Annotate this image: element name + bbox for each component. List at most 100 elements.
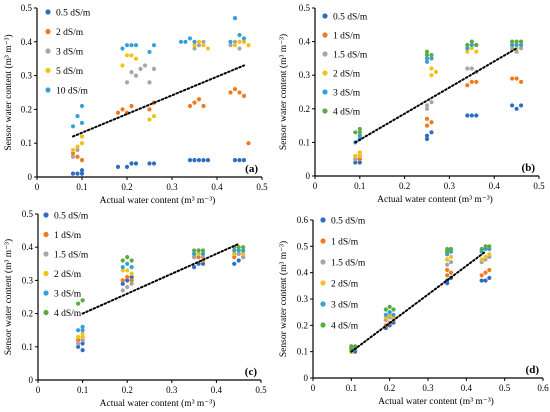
legend-marker: [43, 251, 49, 257]
data-point: [429, 73, 434, 78]
legend: 0.5 dS/m 1 dS/m 1.5 dS/m 2 dS/m 3 dS/m 4 dS/m: [320, 217, 366, 332]
data-point: [76, 344, 81, 349]
data-point: [200, 248, 206, 253]
data-point: [129, 161, 134, 166]
data-point: [201, 158, 206, 163]
data-point: [133, 73, 139, 78]
data-point: [187, 36, 193, 41]
chart-panel-a: 0 0.1 0.2 0.3 0.4 0.5 0 0.1 0.2 0.3 0.4 0.5 Actual w…: [3, 3, 268, 206]
y-tick-label: 0.1: [22, 342, 33, 352]
data-point: [79, 171, 85, 176]
data-point: [129, 278, 134, 283]
y-tick-label: 0.5: [297, 241, 309, 251]
y-tick-label: 0.4: [21, 37, 33, 47]
y-axis-label: Sensor water content (m³ m⁻³): [278, 34, 289, 150]
data-point: [469, 42, 474, 48]
data-point: [474, 79, 479, 85]
data-point: [487, 252, 492, 257]
data-point: [353, 130, 358, 135]
data-point: [479, 273, 484, 278]
data-point: [237, 90, 242, 95]
data-point: [510, 46, 515, 51]
data-point: [448, 270, 454, 275]
data-point: [518, 79, 524, 85]
data-point: [115, 164, 121, 169]
data-point: [357, 153, 362, 158]
data-point: [115, 110, 121, 115]
legend-label: 0.5 dS/m: [54, 212, 89, 222]
y-tick-label: 0.5: [299, 3, 311, 13]
data-point: [147, 49, 152, 55]
series-1: [349, 275, 492, 354]
legend-marker: [320, 259, 326, 265]
data-point: [70, 154, 76, 159]
legend-label: 1 dS/m: [54, 231, 82, 241]
x-tick-label: 0.1: [76, 182, 87, 192]
data-point: [129, 281, 134, 286]
data-point: [479, 246, 484, 252]
data-point: [514, 42, 519, 48]
data-point: [241, 158, 247, 163]
series-6: [76, 245, 246, 306]
data-point: [232, 261, 237, 266]
data-point: [433, 69, 439, 74]
series-5: [76, 248, 246, 333]
data-point: [232, 43, 238, 48]
y-tick-label: 0.1: [21, 138, 32, 148]
x-tick-label: 0.3: [422, 383, 434, 393]
data-point: [196, 97, 202, 102]
data-point: [429, 66, 434, 71]
data-point: [129, 258, 134, 263]
data-point: [483, 244, 488, 249]
legend-label: 3 dS/m: [56, 48, 84, 58]
series-3: [353, 46, 524, 162]
data-point: [120, 265, 125, 270]
data-point: [79, 120, 85, 126]
x-axis-label: Actual water content (m³ m⁻³): [100, 398, 216, 409]
x-tick-label: 0.4: [461, 383, 473, 393]
data-point: [424, 52, 430, 58]
data-point: [445, 249, 450, 254]
chart-panel-b: 0 0.1 0.2 0.3 0.4 0.5 0 0.1 0.2 0.3 0.4 0.5 Actual w…: [278, 3, 545, 205]
legend-label: 2 dS/m: [54, 270, 82, 280]
data-point: [246, 43, 251, 48]
legend-marker: [320, 301, 326, 307]
panel-label: (a): [245, 163, 258, 175]
panel-label: (b): [522, 162, 536, 174]
y-axis-label: Sensor water content (m³ m⁻³): [278, 241, 289, 357]
series-3: [70, 39, 247, 159]
data-point: [125, 284, 130, 290]
data-point: [133, 161, 139, 166]
data-point: [483, 270, 488, 275]
legend-label: 2 dS/m: [56, 28, 84, 38]
series-3: [349, 254, 492, 354]
data-point: [232, 255, 237, 260]
series-6: [349, 244, 492, 352]
data-point: [232, 248, 237, 253]
data-point: [232, 158, 238, 163]
data-point: [469, 113, 474, 118]
data-point: [518, 42, 524, 48]
data-point: [196, 248, 201, 253]
legend-label: 5 dS/m: [56, 67, 84, 77]
legend-marker: [45, 9, 51, 15]
data-point: [448, 246, 454, 252]
data-point: [76, 328, 81, 333]
data-point: [124, 164, 130, 169]
data-point: [192, 39, 197, 44]
data-point: [445, 267, 450, 273]
x-tick-label: 0.5: [255, 385, 267, 395]
data-point: [133, 43, 139, 48]
data-point: [200, 261, 206, 266]
data-point: [241, 36, 247, 41]
data-point: [465, 49, 470, 54]
legend-marker: [322, 89, 328, 95]
data-point: [76, 338, 81, 343]
trend-line: [81, 242, 240, 315]
data-point: [138, 66, 143, 71]
data-point: [120, 278, 125, 283]
legend-label: 0.5 dS/m: [331, 217, 366, 227]
data-point: [205, 158, 211, 163]
series-6: [353, 39, 524, 135]
data-point: [241, 251, 246, 256]
